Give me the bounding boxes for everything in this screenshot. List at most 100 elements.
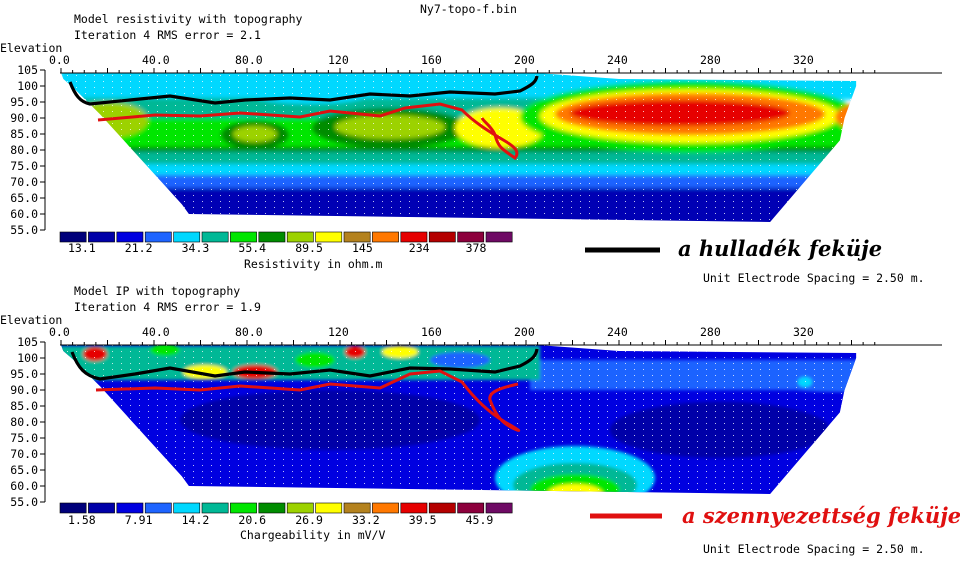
colorbar-swatch: [400, 502, 428, 514]
y-tick-label: 70.0: [10, 447, 38, 461]
y-tick-label: 105: [17, 335, 38, 349]
colorbar-value: 39.5: [409, 513, 437, 527]
colorbar-swatch: [457, 231, 485, 243]
spacing-note: Unit Electrode Spacing = 2.50 m.: [703, 271, 925, 285]
y-axis-label: Elevation: [0, 41, 62, 55]
colorbar-swatch: [315, 502, 343, 514]
x-tick-label: 160: [421, 53, 442, 67]
legend-contamination-base: a szennyezettség feküje: [590, 503, 960, 528]
x-tick-label: 40.0: [142, 325, 170, 339]
colorbar-swatch: [88, 231, 115, 243]
x-tick-label: 280: [700, 53, 721, 67]
colorbar-swatch: [173, 502, 201, 514]
colorbar-swatch: [144, 502, 172, 514]
colorbar-swatch: [343, 502, 371, 514]
x-tick-label: 0.0: [49, 53, 70, 67]
panel-title: Model resistivity with topography: [74, 12, 303, 26]
x-tick-label: 120: [328, 325, 349, 339]
y-tick-label: 95.0: [10, 95, 38, 109]
colorbar-swatch: [116, 502, 144, 514]
y-tick-label: 85.0: [10, 127, 38, 141]
colorbar-swatch: [201, 502, 229, 514]
y-tick-label: 55.0: [10, 223, 38, 237]
y-tick-label: 95.0: [10, 367, 38, 381]
y-tick-label: 65.0: [10, 191, 38, 205]
y-tick-label: 55.0: [10, 495, 38, 509]
grid-dots: [61, 345, 857, 494]
colorbar-swatch: [144, 231, 172, 243]
x-tick-label: 200: [514, 325, 535, 339]
y-tick-label: 60.0: [10, 207, 38, 221]
panel-title: Model IP with topography: [74, 284, 240, 298]
x-tick-label: 200: [514, 53, 535, 67]
colorbar-swatch: [428, 502, 456, 514]
colorbar-swatch: [286, 231, 314, 243]
y-tick-label: 70.0: [10, 175, 38, 189]
anomaly-bottom-orange: [559, 493, 591, 494]
x-tick-label: 160: [421, 325, 442, 339]
panel-subtitle: Iteration 4 RMS error = 2.1: [74, 28, 261, 42]
x-tick-label: 280: [700, 325, 721, 339]
x-tick-label: 240: [607, 53, 628, 67]
colorbar-ticks: 1.58 7.91 14.2 20.6 26.9 33.2 39.5 45.9: [68, 513, 493, 527]
grid-dots: [61, 73, 857, 222]
y-tick-label: 75.0: [10, 431, 38, 445]
resistivity-panel: Model resistivity with topography Iterat…: [0, 12, 942, 285]
contamination-base-line: [97, 102, 519, 160]
colorbar-value: 34.3: [182, 241, 210, 255]
colorbar-swatch: [343, 231, 371, 243]
colorbar-swatch: [116, 231, 144, 243]
axis-ticks: 105 100 95.0 90.0 85.0 80.0 75.0 70.0 65.0 60.0 55…: [10, 325, 876, 509]
waste-base-line: [70, 348, 539, 381]
x-tick-label: 320: [793, 53, 814, 67]
y-tick-label: 75.0: [10, 159, 38, 173]
file-title: Ny7-topo-f.bin: [420, 2, 517, 16]
colorbar-swatch: [372, 502, 399, 514]
x-tick-label: 40.0: [142, 53, 170, 67]
colorbar-swatch: [286, 502, 314, 514]
x-tick-label: 120: [328, 53, 349, 67]
axis-ticks: 105 100 95.0 90.0 85.0 80.0 75.0 70.0 65.0 60.0 55…: [10, 53, 876, 237]
y-tick-label: 100: [17, 79, 38, 93]
colorbar-value: 26.9: [295, 513, 323, 527]
colorbar-swatch: [258, 502, 286, 514]
colorbar-value: 20.6: [238, 513, 266, 527]
colorbar-value: 14.2: [182, 513, 210, 527]
legend-label-red: a szennyezettség feküje: [682, 503, 960, 528]
y-tick-label: 90.0: [10, 111, 38, 125]
y-tick-label: 60.0: [10, 479, 38, 493]
colorbar-value: 45.9: [466, 513, 494, 527]
colorbar-swatch: [428, 231, 456, 243]
ip-panel: Model IP with topography Iteration 4 RMS…: [0, 284, 942, 556]
colorbar-value: 89.5: [295, 241, 323, 255]
colorbar-swatch: [315, 231, 343, 243]
colorbar-value: 7.91: [125, 513, 153, 527]
colorbar-swatch: [173, 231, 201, 243]
anomaly-far-east-core: [859, 107, 911, 125]
colorbar-label: Chargeability in mV/V: [240, 528, 385, 542]
legend-label-black: a hulladék feküje: [678, 236, 882, 261]
y-tick-label: 80.0: [10, 415, 38, 429]
x-tick-label: 0.0: [49, 325, 70, 339]
colorbar-swatch: [258, 231, 286, 243]
colorbar-swatch: [88, 502, 115, 514]
colorbar: [59, 231, 513, 243]
y-tick-label: 90.0: [10, 383, 38, 397]
y-tick-label: 85.0: [10, 399, 38, 413]
colorbar-swatch: [230, 231, 257, 243]
colorbar-swatch: [457, 502, 485, 514]
colorbar-swatch: [59, 502, 87, 514]
legend-waste-base: a hulladék feküje: [585, 236, 882, 261]
colorbar-value: 21.2: [125, 241, 153, 255]
colorbar-label: Resistivity in ohm.m: [244, 257, 383, 271]
waste-base-line: [68, 75, 539, 106]
colorbar-swatch: [372, 231, 399, 243]
y-tick-label: 65.0: [10, 463, 38, 477]
colorbar-value: 13.1: [68, 241, 96, 255]
ip-section: [61, 345, 857, 494]
x-tick-label: 320: [793, 325, 814, 339]
colorbar-swatch: [485, 502, 513, 514]
colorbar-value: 1.58: [68, 513, 96, 527]
colorbar-value: 55.4: [238, 241, 266, 255]
